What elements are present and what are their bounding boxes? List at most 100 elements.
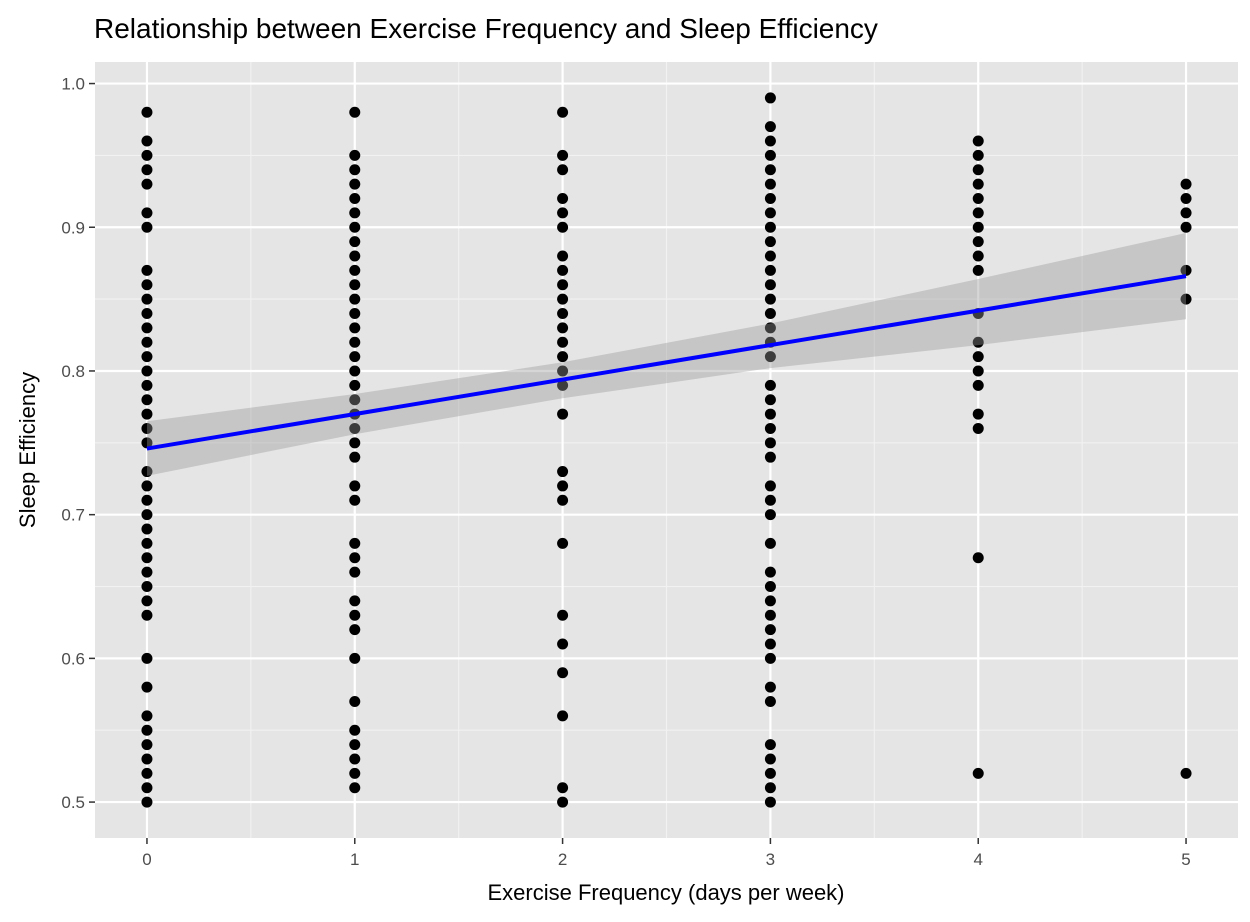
- data-point: [349, 178, 361, 190]
- data-point: [764, 178, 776, 190]
- data-point: [764, 379, 776, 391]
- data-point: [557, 336, 569, 348]
- data-point: [557, 164, 569, 176]
- y-tick-label: 0.9: [61, 218, 85, 237]
- data-point: [141, 681, 153, 693]
- data-point: [557, 494, 569, 506]
- data-point: [557, 365, 569, 377]
- y-axis-title: Sleep Efficiency: [15, 372, 40, 528]
- data-point: [764, 164, 776, 176]
- data-point: [141, 581, 153, 593]
- data-point: [349, 739, 361, 751]
- data-point: [141, 609, 153, 621]
- data-point: [141, 351, 153, 363]
- data-point: [557, 466, 569, 478]
- minor-gridlines: [95, 62, 1238, 838]
- data-point: [141, 264, 153, 276]
- data-point: [141, 408, 153, 420]
- data-point: [141, 293, 153, 305]
- data-point: [141, 724, 153, 736]
- data-point: [349, 365, 361, 377]
- data-point: [557, 667, 569, 679]
- data-point: [349, 307, 361, 319]
- data-point: [1180, 264, 1192, 276]
- y-tick-label: 0.8: [61, 362, 85, 381]
- data-point: [764, 624, 776, 636]
- data-point: [349, 595, 361, 607]
- data-points: [141, 92, 1192, 808]
- data-point: [764, 351, 776, 363]
- data-point: [141, 279, 153, 291]
- major-gridlines: [95, 62, 1238, 838]
- data-point: [349, 149, 361, 161]
- data-point: [349, 552, 361, 564]
- data-point: [557, 207, 569, 219]
- data-point: [764, 250, 776, 262]
- data-point: [557, 293, 569, 305]
- data-point: [764, 322, 776, 334]
- data-point: [764, 595, 776, 607]
- data-point: [349, 322, 361, 334]
- y-tick-label: 0.5: [61, 793, 85, 812]
- data-point: [764, 293, 776, 305]
- y-tick-label: 1.0: [61, 75, 85, 94]
- data-point: [557, 408, 569, 420]
- data-point: [764, 494, 776, 506]
- data-point: [764, 279, 776, 291]
- data-point: [1180, 221, 1192, 233]
- x-tick-label: 2: [558, 850, 567, 869]
- data-point: [764, 695, 776, 707]
- data-point: [349, 279, 361, 291]
- data-point: [557, 307, 569, 319]
- data-point: [764, 581, 776, 593]
- data-point: [349, 753, 361, 765]
- data-point: [349, 264, 361, 276]
- data-point: [764, 307, 776, 319]
- confidence-band: [147, 233, 1186, 476]
- data-point: [1180, 293, 1192, 305]
- data-point: [349, 652, 361, 664]
- data-point: [972, 365, 984, 377]
- data-point: [141, 739, 153, 751]
- data-point: [557, 796, 569, 808]
- data-point: [349, 394, 361, 406]
- data-point: [141, 782, 153, 794]
- data-point: [141, 710, 153, 722]
- data-point: [764, 638, 776, 650]
- data-point: [349, 221, 361, 233]
- x-tick-label: 0: [142, 850, 151, 869]
- data-point: [972, 178, 984, 190]
- data-point: [141, 437, 153, 449]
- data-point: [764, 739, 776, 751]
- data-point: [764, 193, 776, 205]
- data-point: [141, 178, 153, 190]
- data-point: [141, 566, 153, 578]
- data-point: [349, 250, 361, 262]
- data-point: [141, 307, 153, 319]
- x-tick-label: 5: [1181, 850, 1190, 869]
- data-point: [764, 767, 776, 779]
- data-point: [349, 437, 361, 449]
- data-point: [1180, 767, 1192, 779]
- data-point: [349, 566, 361, 578]
- data-point: [141, 164, 153, 176]
- data-point: [764, 221, 776, 233]
- data-point: [764, 394, 776, 406]
- data-point: [141, 494, 153, 506]
- data-point: [141, 422, 153, 434]
- data-point: [349, 293, 361, 305]
- data-point: [972, 207, 984, 219]
- data-point: [141, 221, 153, 233]
- data-point: [764, 264, 776, 276]
- data-point: [141, 466, 153, 478]
- y-axis-ticks: 0.5 0.6 0.7 0.8 0.9 1.0: [61, 75, 95, 812]
- data-point: [557, 379, 569, 391]
- data-point: [764, 135, 776, 147]
- data-point: [141, 552, 153, 564]
- data-point: [764, 782, 776, 794]
- data-point: [141, 537, 153, 549]
- data-point: [349, 782, 361, 794]
- data-point: [1180, 207, 1192, 219]
- data-point: [557, 322, 569, 334]
